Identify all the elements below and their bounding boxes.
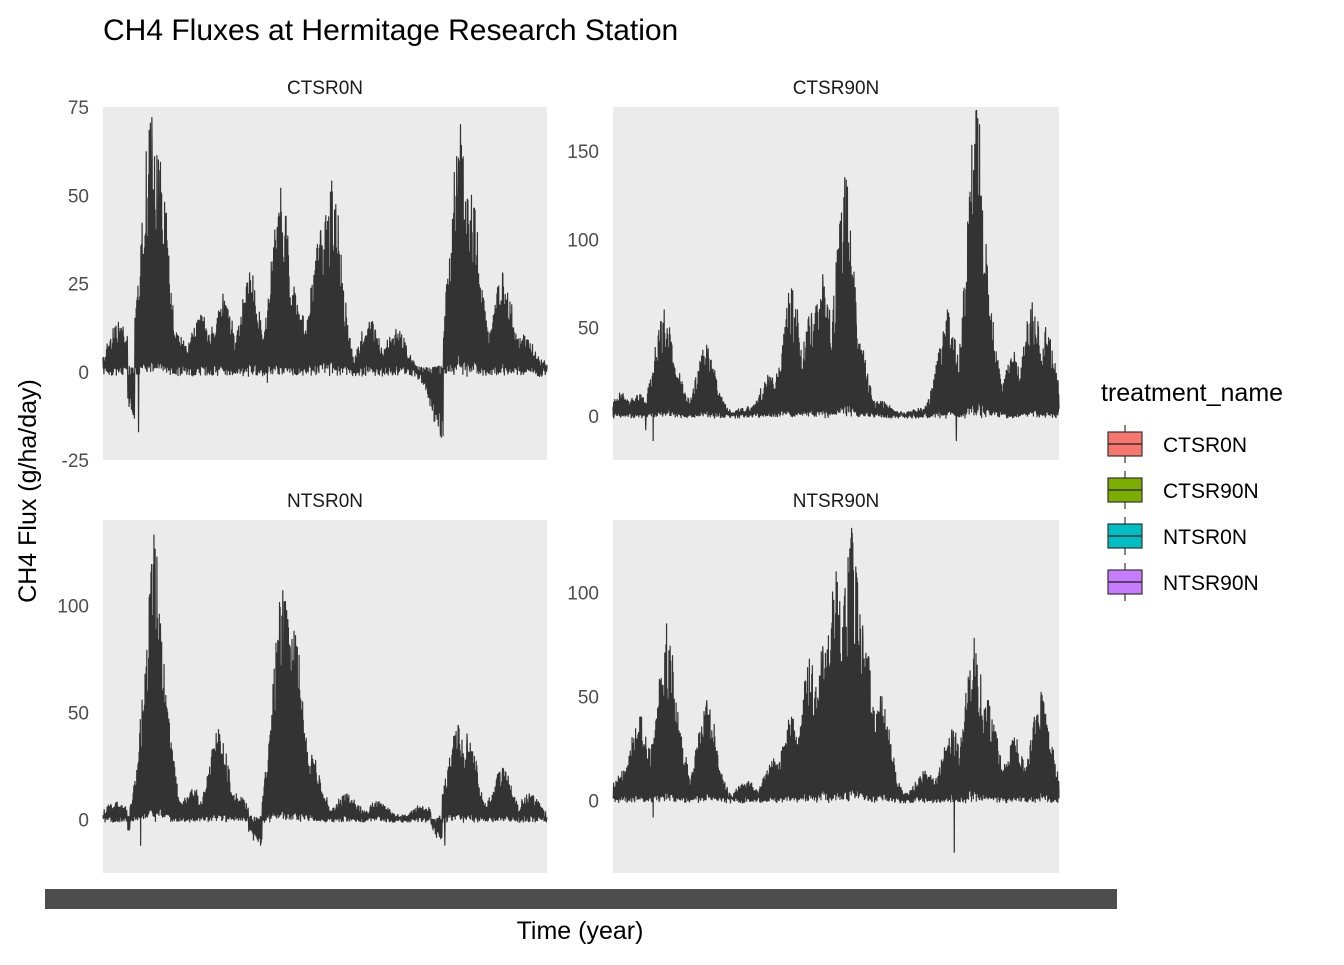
legend-item-ntsr90n: NTSR90N [1107,563,1259,601]
y-tick-label-ctsr0n: 0 [78,363,89,384]
flux-line-ntsr0n [102,534,548,846]
panel-ctsr0n: CTSR0N -25 0 25 50 75 [62,78,548,472]
legend-item-ctsr0n: CTSR0N [1107,425,1247,463]
facet-panels: CTSR0N -25 0 25 50 75 CTSR90N 0 50 100 150 NTSR0N 0 5… [57,78,1060,873]
y-tick-label-ntsr90n: 100 [567,584,599,605]
y-axis-title: CH4 Flux (g/ha/day) [14,379,42,603]
facet-label-ntsr90n: NTSR90N [793,491,880,512]
flux-line-ntsr90n [612,527,1060,853]
y-tick-label-ctsr0n: 50 [68,186,89,207]
y-tick-label-ctsr90n: 0 [588,407,599,428]
y-tick-label-ctsr0n: 75 [68,98,89,119]
facet-label-ctsr0n: CTSR0N [287,78,363,99]
y-tick-label-ctsr0n: -25 [62,451,89,472]
legend-label-ctsr0n: CTSR0N [1163,434,1247,457]
legend-item-ntsr0n: NTSR0N [1107,517,1247,555]
legend-title: treatment_name [1101,379,1283,407]
y-tick-label-ntsr90n: 0 [588,791,599,812]
facet-label-ntsr0n: NTSR0N [287,491,363,512]
chart-title: CH4 Fluxes at Hermitage Research Station [103,14,678,47]
y-tick-label-ctsr90n: 150 [567,142,599,163]
y-tick-label-ctsr90n: 50 [578,319,599,340]
y-tick-label-ctsr90n: 100 [567,230,599,251]
y-tick-label-ntsr0n: 100 [57,597,89,618]
panel-ctsr90n: CTSR90N 0 50 100 150 [567,78,1060,460]
legend-label-ntsr0n: NTSR0N [1163,526,1247,549]
y-tick-label-ntsr90n: 50 [578,688,599,709]
y-tick-label-ntsr0n: 0 [78,811,89,832]
legend: treatment_name CTSR0N CTSR90N NTSR0N NTSR90… [1101,379,1283,601]
legend-label-ntsr90n: NTSR90N [1163,572,1259,595]
flux-line-ctsr90n [612,109,1060,442]
panel-ntsr0n: NTSR0N 0 50 100 [57,491,548,873]
x-axis-title: Time (year) [517,917,644,945]
y-tick-label-ntsr0n: 50 [68,704,89,725]
facet-label-ctsr90n: CTSR90N [793,78,880,99]
y-tick-label-ctsr0n: 25 [68,275,89,296]
x-axis-tick-labels-overlapping [45,889,1117,909]
panel-ntsr90n: NTSR90N 0 50 100 [567,491,1060,873]
flux-line-ctsr0n [102,116,548,438]
legend-label-ctsr90n: CTSR90N [1163,480,1259,503]
legend-item-ctsr90n: CTSR90N [1107,471,1259,509]
